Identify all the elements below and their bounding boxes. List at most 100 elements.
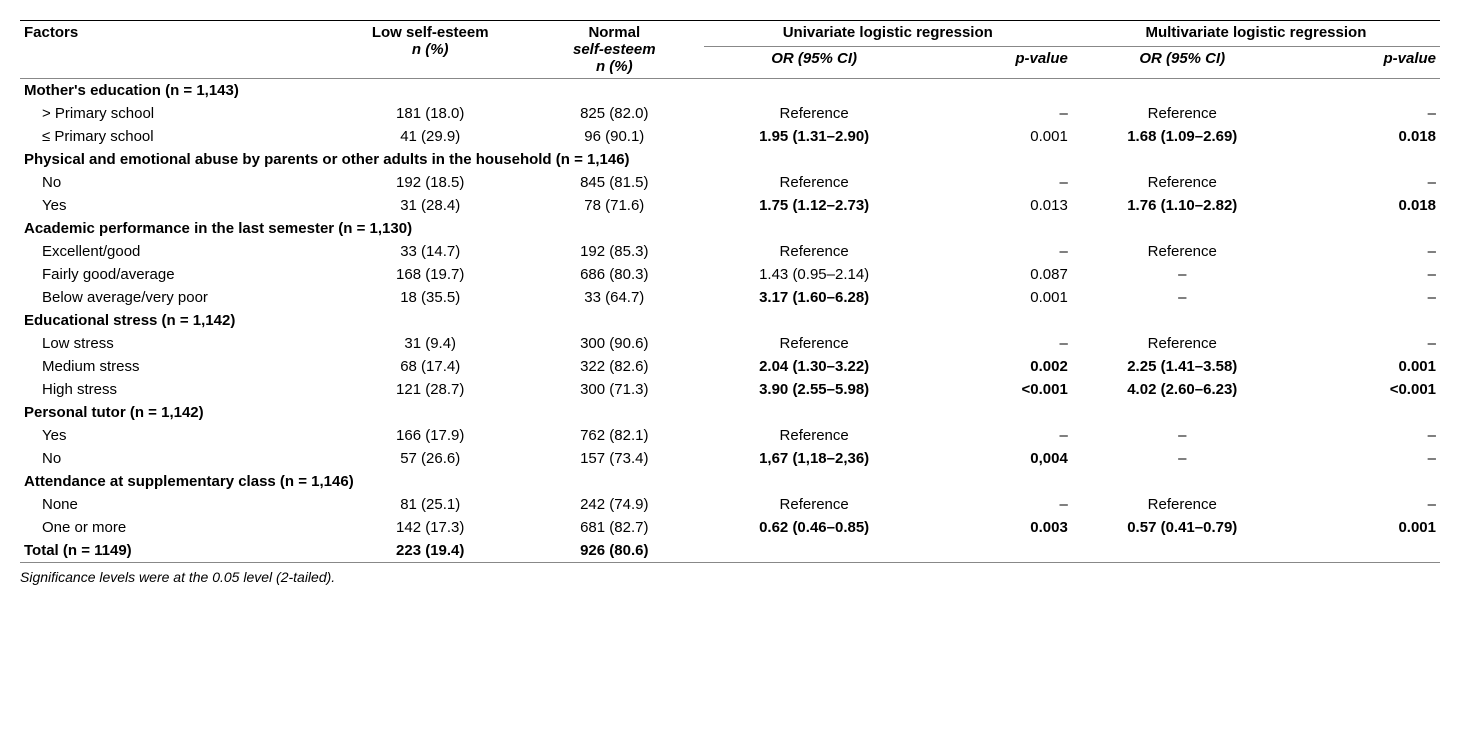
table-cell: 223 (19.4): [336, 539, 525, 562]
table-cell: 0,004: [925, 447, 1072, 470]
table-cell: Below average/very poor: [20, 286, 336, 309]
table-cell: 168 (19.7): [336, 263, 525, 286]
col-header-low-line2: n (%): [412, 41, 449, 58]
table-cell: –: [1293, 424, 1440, 447]
col-header-factors: Factors: [20, 21, 336, 79]
table-cell: 0.003: [925, 516, 1072, 539]
table-cell: –: [925, 493, 1072, 516]
table-cell: 31 (9.4): [336, 332, 525, 355]
table-cell: Excellent/good: [20, 240, 336, 263]
table-cell: Reference: [1072, 493, 1293, 516]
table-cell: 0.087: [925, 263, 1072, 286]
table-cell: –: [925, 102, 1072, 125]
table-cell: 825 (82.0): [525, 102, 704, 125]
table-cell: 1.76 (1.10–2.82): [1072, 194, 1293, 217]
table-cell: No: [20, 447, 336, 470]
col-header-normal: Normal self-esteem n (%): [525, 21, 704, 79]
table-cell: –: [925, 240, 1072, 263]
table-cell: 33 (14.7): [336, 240, 525, 263]
table-cell: High stress: [20, 378, 336, 401]
table-row: Low stress31 (9.4)300 (90.6)Reference–Re…: [20, 332, 1440, 355]
table-cell: 0.001: [1293, 516, 1440, 539]
table-cell: 31 (28.4): [336, 194, 525, 217]
table-cell: [1072, 539, 1293, 562]
table-cell: 926 (80.6): [525, 539, 704, 562]
col-header-normal-line2: self-esteem: [573, 41, 656, 58]
table-cell: 1.75 (1.12–2.73): [704, 194, 925, 217]
table-row: Below average/very poor18 (35.5)33 (64.7…: [20, 286, 1440, 309]
table-cell: Yes: [20, 424, 336, 447]
table-cell: <0.001: [925, 378, 1072, 401]
table-cell: 192 (85.3): [525, 240, 704, 263]
table-cell: –: [1293, 286, 1440, 309]
table-cell: –: [1293, 447, 1440, 470]
table-cell: 1.43 (0.95–2.14): [704, 263, 925, 286]
table-row: High stress121 (28.7)300 (71.3)3.90 (2.5…: [20, 378, 1440, 401]
table-cell: 845 (81.5): [525, 171, 704, 194]
table-cell: 1.95 (1.31–2.90): [704, 125, 925, 148]
table-cell: Fairly good/average: [20, 263, 336, 286]
table-cell: 157 (73.4): [525, 447, 704, 470]
table-cell: 0.001: [925, 125, 1072, 148]
section-header-row: Physical and emotional abuse by parents …: [20, 148, 1440, 171]
table-cell: 2.04 (1.30–3.22): [704, 355, 925, 378]
col-header-p2: p-value: [1293, 47, 1440, 79]
table-cell: 300 (71.3): [525, 378, 704, 401]
col-header-normal-line3: n (%): [596, 58, 633, 75]
table-row: Medium stress68 (17.4)322 (82.6)2.04 (1.…: [20, 355, 1440, 378]
table-cell: –: [1293, 332, 1440, 355]
table-cell: 81 (25.1): [336, 493, 525, 516]
table-cell: –: [1293, 171, 1440, 194]
table-cell: Low stress: [20, 332, 336, 355]
total-row: Total (n = 1149)223 (19.4)926 (80.6): [20, 539, 1440, 562]
table-cell: 4.02 (2.60–6.23): [1072, 378, 1293, 401]
table-cell: 686 (80.3): [525, 263, 704, 286]
table-cell: 121 (28.7): [336, 378, 525, 401]
col-header-low-line1: Low self-esteem: [372, 24, 489, 41]
table-row: None81 (25.1)242 (74.9)Reference–Referen…: [20, 493, 1440, 516]
section-header: Mother's education (n = 1,143): [20, 79, 1440, 103]
table-cell: –: [1293, 493, 1440, 516]
table-cell: 0.001: [925, 286, 1072, 309]
table-cell: –: [925, 332, 1072, 355]
table-cell: ≤ Primary school: [20, 125, 336, 148]
table-cell: 68 (17.4): [336, 355, 525, 378]
table-footnote: Significance levels were at the 0.05 lev…: [20, 562, 1440, 585]
table-cell: One or more: [20, 516, 336, 539]
table-cell: –: [925, 171, 1072, 194]
section-header-row: Mother's education (n = 1,143): [20, 79, 1440, 103]
table-cell: 0.002: [925, 355, 1072, 378]
table-cell: Yes: [20, 194, 336, 217]
table-cell: –: [1072, 447, 1293, 470]
table-cell: –: [1293, 240, 1440, 263]
table-row: No192 (18.5)845 (81.5)Reference–Referenc…: [20, 171, 1440, 194]
table-cell: Reference: [704, 240, 925, 263]
table-cell: Reference: [1072, 171, 1293, 194]
table-cell: Reference: [1072, 240, 1293, 263]
section-header-row: Attendance at supplementary class (n = 1…: [20, 470, 1440, 493]
table-cell: –: [925, 424, 1072, 447]
table-row: One or more142 (17.3)681 (82.7)0.62 (0.4…: [20, 516, 1440, 539]
table-cell: 242 (74.9): [525, 493, 704, 516]
table-row: No57 (26.6)157 (73.4)1,67 (1,18–2,36)0,0…: [20, 447, 1440, 470]
section-header: Attendance at supplementary class (n = 1…: [20, 470, 1440, 493]
table-row: Yes31 (28.4)78 (71.6)1.75 (1.12–2.73)0.0…: [20, 194, 1440, 217]
section-header-row: Academic performance in the last semeste…: [20, 217, 1440, 240]
table-cell: [925, 539, 1072, 562]
table-cell: <0.001: [1293, 378, 1440, 401]
table-cell: Reference: [704, 332, 925, 355]
table-cell: Total (n = 1149): [20, 539, 336, 562]
table-cell: 78 (71.6): [525, 194, 704, 217]
table-cell: 1.68 (1.09–2.69): [1072, 125, 1293, 148]
section-header: Academic performance in the last semeste…: [20, 217, 1440, 240]
table-cell: Reference: [704, 493, 925, 516]
table-cell: 322 (82.6): [525, 355, 704, 378]
col-header-or2: OR (95% CI): [1072, 47, 1293, 79]
table-cell: [1293, 539, 1440, 562]
table-cell: 1,67 (1,18–2,36): [704, 447, 925, 470]
table-cell: Medium stress: [20, 355, 336, 378]
table-cell: Reference: [704, 102, 925, 125]
table-cell: 166 (17.9): [336, 424, 525, 447]
table-cell: 0.013: [925, 194, 1072, 217]
section-header: Educational stress (n = 1,142): [20, 309, 1440, 332]
